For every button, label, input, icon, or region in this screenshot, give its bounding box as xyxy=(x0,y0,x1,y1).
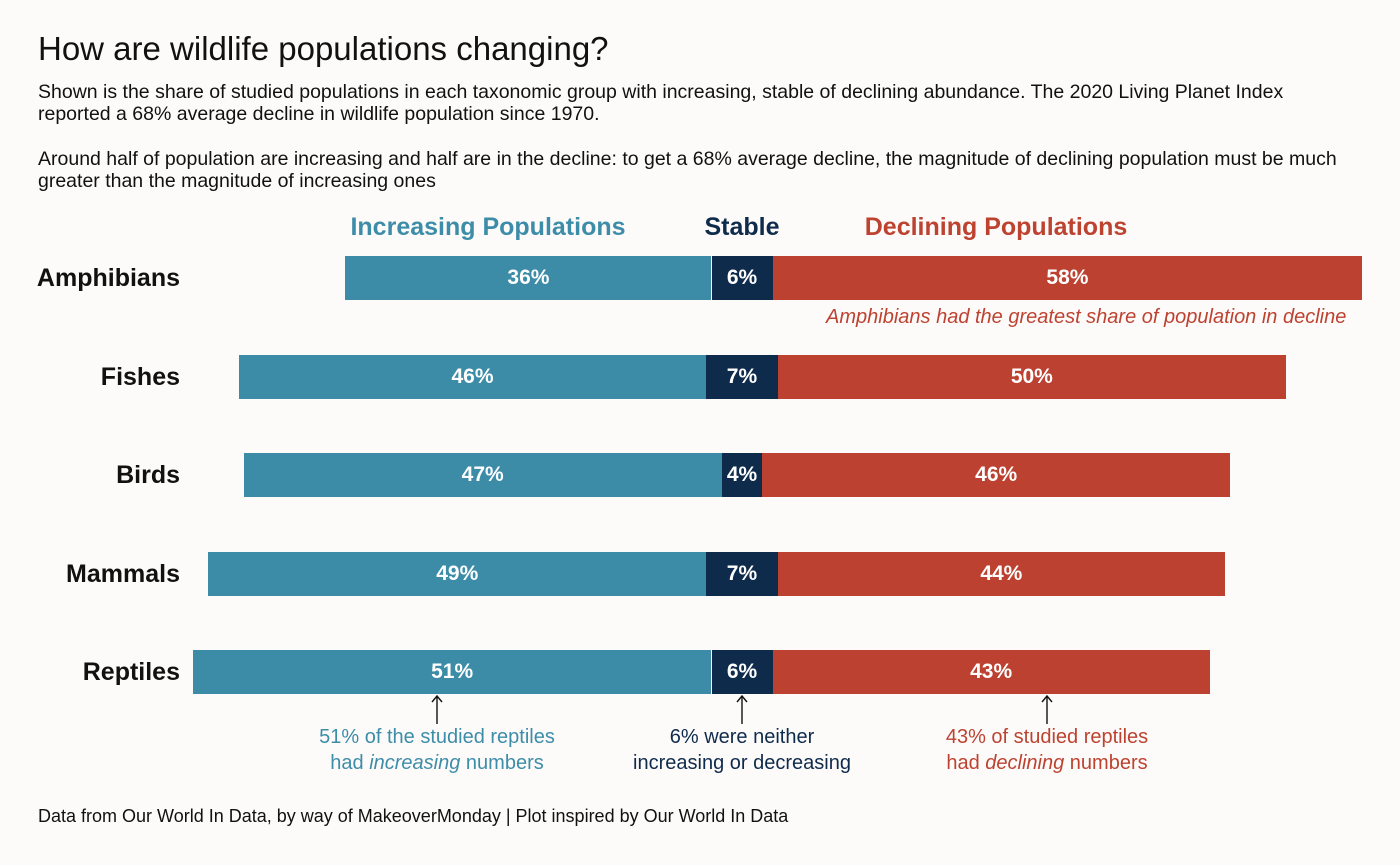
data-label-declining-mammals: 44% xyxy=(980,562,1023,585)
category-label-fishes: Fishes xyxy=(100,363,180,391)
category-label-reptiles: Reptiles xyxy=(82,658,180,686)
stable-annotation: 6% were neither increasing or decreasing xyxy=(633,724,851,776)
data-label-increasing-reptiles: 51% xyxy=(431,660,474,683)
bar-declining-amphibians: 58% xyxy=(772,256,1363,300)
declining-annotation-line-1: 43% of studied reptiles xyxy=(945,726,1149,748)
bar-declining-reptiles: 43% xyxy=(772,650,1210,694)
stable-annotation-line-1: 6% were neither xyxy=(669,726,815,748)
category-label-birds: Birds xyxy=(116,461,180,489)
bar-increasing-mammals: 49% xyxy=(208,552,707,596)
bar-increasing-birds: 47% xyxy=(243,453,722,497)
declining-annotation: 43% of studied reptiles had declining nu… xyxy=(946,724,1148,776)
stable-arrow-icon xyxy=(736,694,748,724)
footer-source: Data from Our World In Data, by way of M… xyxy=(38,806,789,826)
bar-stable-reptiles: 6% xyxy=(711,650,773,694)
data-label-increasing-birds: 47% xyxy=(461,463,504,486)
data-label-stable-fishes: 7% xyxy=(726,365,758,388)
bar-stable-birds: 4% xyxy=(721,453,763,497)
increasing-annotation-emph: increasing xyxy=(369,752,461,774)
increasing-arrow-icon xyxy=(431,694,443,724)
declining-annotation-pre: had xyxy=(946,752,986,774)
chart-title: How are wildlife populations changing? xyxy=(38,30,609,67)
bar-declining-mammals: 44% xyxy=(777,552,1226,596)
category-label-mammals: Mammals xyxy=(66,560,180,588)
data-label-increasing-amphibians: 36% xyxy=(507,266,550,289)
legend-increasing: Increasing Populations xyxy=(350,213,626,241)
data-label-stable-reptiles: 6% xyxy=(726,660,758,683)
data-label-increasing-mammals: 49% xyxy=(436,562,479,585)
bar-increasing-reptiles: 51% xyxy=(192,650,712,694)
declining-annotation-emph: declining xyxy=(985,752,1065,774)
increasing-annotation: 51% of the studied reptiles had increasi… xyxy=(319,724,555,776)
data-label-increasing-fishes: 46% xyxy=(451,365,494,388)
increasing-annotation-line-1: 51% of the studied reptiles xyxy=(319,726,555,748)
chart-subtitle-1: Shown is the share of studied population… xyxy=(38,81,1284,125)
legend-declining: Declining Populations xyxy=(864,213,1128,241)
legend-stable: Stable xyxy=(704,213,780,241)
bar-stable-amphibians: 6% xyxy=(711,256,773,300)
bar-stable-fishes: 7% xyxy=(706,355,778,399)
data-label-stable-amphibians: 6% xyxy=(726,266,758,289)
data-label-declining-birds: 46% xyxy=(975,463,1018,486)
data-label-stable-mammals: 7% xyxy=(726,562,758,585)
bar-increasing-fishes: 46% xyxy=(238,355,707,399)
data-label-declining-reptiles: 43% xyxy=(970,660,1013,683)
bar-stable-mammals: 7% xyxy=(706,552,778,596)
bar-declining-birds: 46% xyxy=(762,453,1231,497)
chart-subtitle-2: Around half of population are increasing… xyxy=(38,148,1337,192)
stable-annotation-line-2: increasing or decreasing xyxy=(633,752,851,774)
increasing-annotation-pre: had xyxy=(330,752,370,774)
declining-arrow-icon xyxy=(1041,694,1053,724)
bar-increasing-amphibians: 36% xyxy=(345,256,712,300)
data-label-declining-amphibians: 58% xyxy=(1046,266,1089,289)
amphibians-annotation: Amphibians had the greatest share of pop… xyxy=(826,306,1347,328)
data-label-declining-fishes: 50% xyxy=(1010,365,1053,388)
increasing-annotation-post: numbers xyxy=(460,752,544,774)
declining-annotation-post: numbers xyxy=(1064,752,1148,774)
category-label-amphibians: Amphibians xyxy=(36,264,180,292)
data-label-stable-birds: 4% xyxy=(726,463,758,486)
bar-declining-fishes: 50% xyxy=(777,355,1287,399)
